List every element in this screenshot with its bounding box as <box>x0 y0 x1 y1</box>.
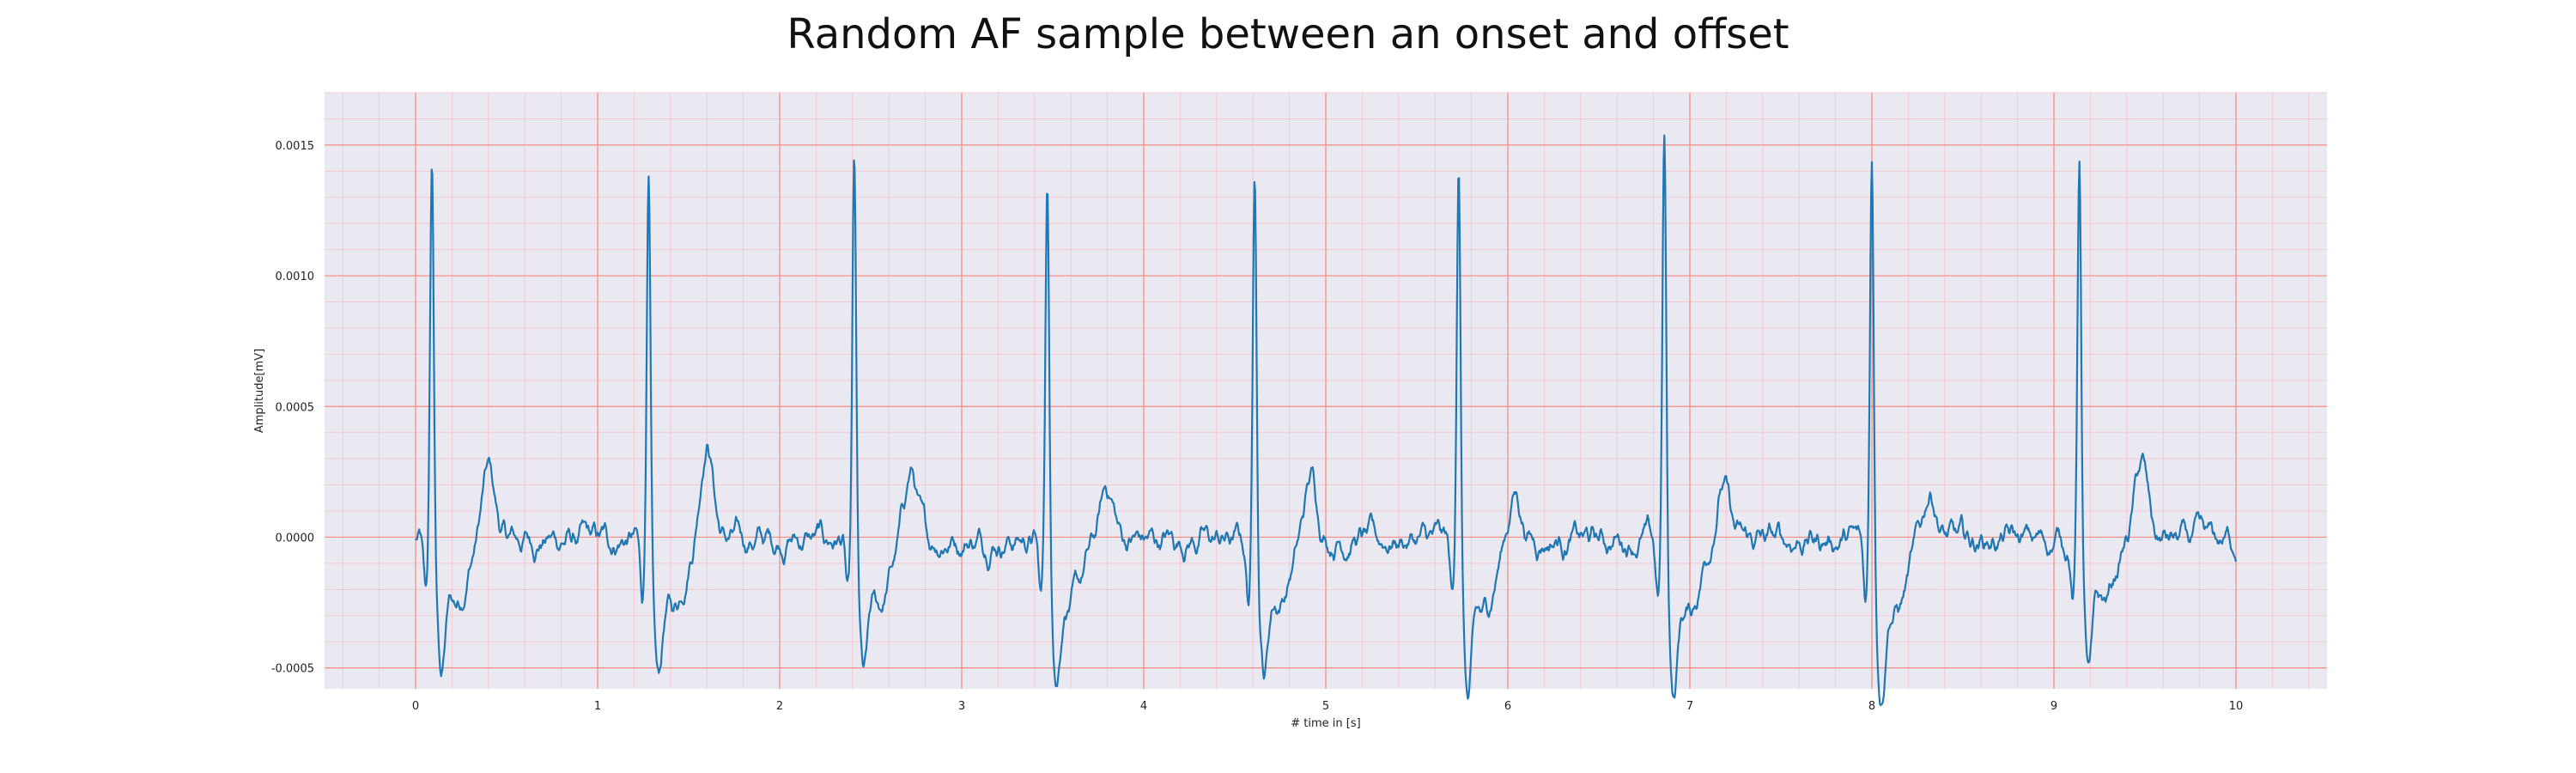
x-tick-label: 7 <box>1686 700 1693 713</box>
x-axis-label: # time in [s] <box>1291 717 1360 730</box>
x-tick-label: 5 <box>1322 700 1329 713</box>
y-tick-label: 0.0010 <box>276 271 315 283</box>
x-tick-label: 3 <box>958 700 965 713</box>
x-tick-labels: 0 1 2 3 4 5 6 7 8 9 10 <box>412 700 2243 713</box>
y-tick-label: 0.0015 <box>276 140 315 153</box>
y-tick-label: 0.0005 <box>276 401 315 414</box>
y-tick-label: 0.0000 <box>276 532 315 545</box>
x-tick-label: 8 <box>1868 700 1875 713</box>
y-tick-labels: -0.0005 0.0000 0.0005 0.0010 0.0015 <box>271 140 314 676</box>
y-tick-label: -0.0005 <box>271 663 314 676</box>
chart-title: Random AF sample between an onset and of… <box>787 10 1789 58</box>
major-grid <box>325 93 2327 689</box>
y-axis-label: Amplitude[mV] <box>253 349 266 433</box>
x-tick-label: 6 <box>1504 700 1511 713</box>
x-tick-label: 1 <box>594 700 601 713</box>
x-tick-label: 2 <box>776 700 783 713</box>
x-tick-label: 9 <box>2050 700 2057 713</box>
x-tick-label: 4 <box>1140 700 1147 713</box>
x-tick-label: 10 <box>2229 700 2244 713</box>
x-tick-label: 0 <box>412 700 419 713</box>
series-line-ecg <box>415 134 2238 707</box>
